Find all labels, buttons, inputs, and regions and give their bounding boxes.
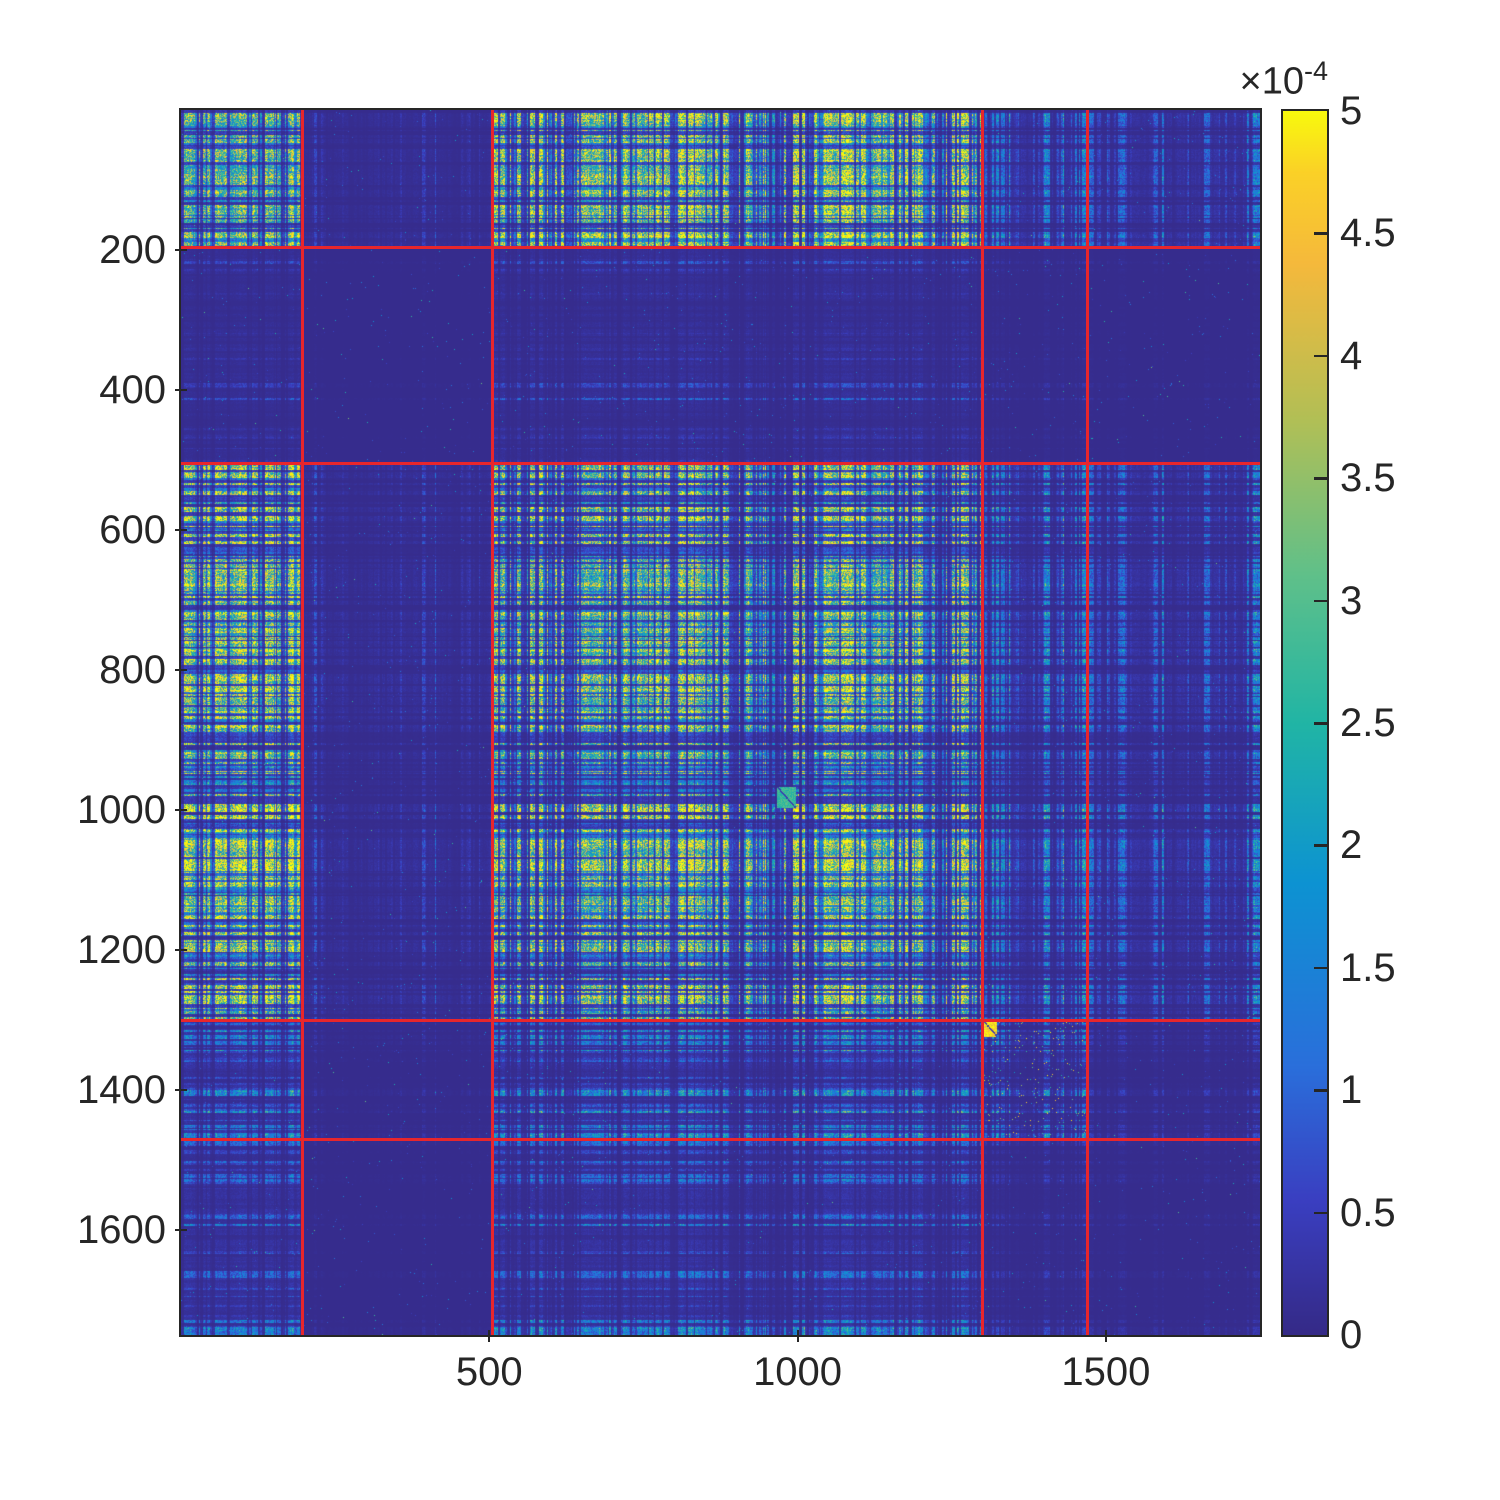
y-tick-mark [175,669,187,671]
x-tick-mark [796,1330,799,1342]
cluster-boundary-vline [1085,110,1089,1335]
cluster-boundary-hline [181,246,1260,250]
colorbar-tick-label: 3.5 [1340,456,1396,501]
colorbar-tick-mark [1314,599,1327,603]
colorbar-exponent-power: -4 [1303,56,1328,86]
y-tick-label: 200 [99,228,166,272]
colorbar-tick-label: 0.5 [1340,1190,1396,1235]
x-tick-label: 1000 [753,1350,843,1394]
x-tick-label: 1500 [1061,1350,1151,1394]
colorbar-tick-label: 2 [1340,823,1363,868]
cluster-boundary-hline [181,462,1260,465]
colorbar-tick-label: 4.5 [1340,211,1396,256]
heatmap-canvas [181,110,1260,1335]
y-tick-label: 1400 [77,1068,166,1112]
colorbar-tick-mark [1314,354,1327,358]
colorbar-tick-mark [1314,1211,1327,1215]
y-tick-mark [175,949,187,951]
y-tick-mark [175,1229,187,1231]
colorbar-tick-mark [1314,477,1327,480]
colorbar-tick-mark [1314,966,1327,970]
colorbar-tick-label: 1 [1340,1068,1363,1113]
colorbar-tick-label: 4 [1340,333,1363,378]
colorbar-tick-label: 3 [1340,578,1363,623]
colorbar-tick-mark [1314,722,1327,725]
y-tick-label: 800 [99,648,166,692]
y-tick-mark [175,529,187,531]
colorbar-tick-label: 0 [1340,1313,1363,1357]
cluster-boundary-vline [490,110,494,1335]
heatmap-axes [179,108,1262,1337]
colorbar-tick-mark [1314,844,1327,847]
cluster-boundary-hline [181,1018,1260,1022]
cluster-boundary-hline [181,1137,1260,1141]
colorbar-tick-label: 5 [1340,89,1363,133]
x-tick-label: 500 [455,1350,523,1394]
colorbar [1281,109,1329,1337]
y-tick-label: 1200 [77,928,166,972]
y-tick-mark [175,389,187,391]
colorbar-tick-label: 2.5 [1340,701,1396,745]
cluster-boundary-vline [981,110,985,1335]
y-tick-mark [175,249,187,251]
x-tick-mark [1104,1330,1107,1342]
colorbar-tick-mark [1314,1089,1327,1092]
y-tick-mark [175,809,187,811]
y-tick-label: 1000 [77,788,166,832]
colorbar-exponent-base: ×10 [1239,60,1304,103]
cluster-boundary-vline [300,110,304,1335]
y-tick-label: 600 [99,508,166,552]
y-tick-label: 1600 [77,1208,166,1252]
y-tick-label: 400 [99,368,166,412]
colorbar-tick-mark [1314,232,1327,235]
colorbar-exponent-label: ×10-4 [1240,58,1328,101]
x-tick-mark [488,1330,491,1342]
y-tick-mark [175,1089,187,1091]
colorbar-tick-label: 1.5 [1340,945,1396,990]
